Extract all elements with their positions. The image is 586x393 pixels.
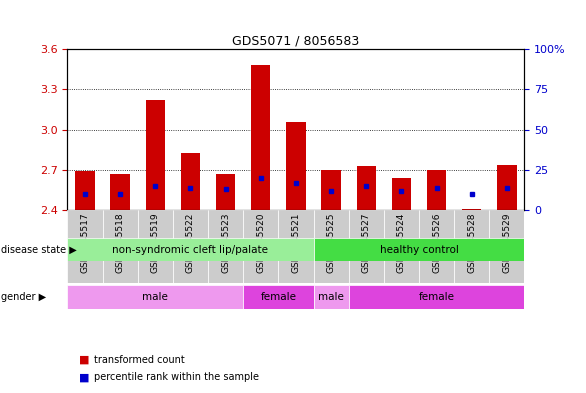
Bar [314, 210, 349, 283]
Text: percentile rank within the sample: percentile rank within the sample [94, 372, 259, 382]
Bar [462, 209, 482, 210]
Text: GSM1045521: GSM1045521 [291, 213, 301, 273]
Text: ■: ■ [79, 354, 90, 365]
Title: GDS5071 / 8056583: GDS5071 / 8056583 [232, 35, 360, 48]
Bar [67, 238, 314, 261]
Text: transformed count: transformed count [94, 354, 185, 365]
Text: male: male [142, 292, 168, 302]
Text: non-syndromic cleft lip/palate: non-syndromic cleft lip/palate [113, 244, 268, 255]
Text: gender ▶: gender ▶ [1, 292, 46, 302]
Bar [216, 174, 236, 210]
Text: GSM1045526: GSM1045526 [432, 213, 441, 273]
Bar [322, 170, 341, 210]
Text: female: female [418, 292, 455, 302]
Bar [384, 210, 419, 283]
Text: GSM1045527: GSM1045527 [362, 213, 371, 273]
Bar [67, 210, 103, 283]
Bar [103, 210, 138, 283]
Text: ■: ■ [79, 372, 90, 382]
Bar [251, 65, 271, 210]
Text: GSM1045520: GSM1045520 [256, 213, 265, 273]
Bar [173, 210, 208, 283]
Bar [391, 178, 411, 210]
Bar [67, 285, 243, 309]
Bar [138, 210, 173, 283]
Text: healthy control: healthy control [380, 244, 458, 255]
Bar [146, 100, 165, 210]
Text: GSM1045522: GSM1045522 [186, 213, 195, 273]
Bar [489, 210, 524, 283]
Bar [427, 170, 447, 210]
Text: GSM1045517: GSM1045517 [80, 213, 90, 273]
Bar [208, 210, 243, 283]
Text: GSM1045519: GSM1045519 [151, 213, 160, 273]
Bar [497, 165, 517, 210]
Bar [419, 210, 454, 283]
Text: GSM1045518: GSM1045518 [115, 213, 125, 273]
Text: GSM1045525: GSM1045525 [326, 213, 336, 273]
Bar [349, 210, 384, 283]
Text: male: male [318, 292, 344, 302]
Bar [454, 210, 489, 283]
Bar [243, 285, 314, 309]
Bar [110, 174, 130, 210]
Text: GSM1045523: GSM1045523 [221, 213, 230, 273]
Bar [314, 238, 524, 261]
Bar [356, 166, 376, 210]
Text: GSM1045524: GSM1045524 [397, 213, 406, 273]
Text: female: female [260, 292, 297, 302]
Bar [243, 210, 278, 283]
Text: GSM1045528: GSM1045528 [467, 213, 476, 273]
Bar [349, 285, 524, 309]
Bar [75, 171, 95, 210]
Bar [278, 210, 314, 283]
Bar [180, 152, 200, 210]
Text: disease state ▶: disease state ▶ [1, 244, 77, 255]
Bar [314, 285, 349, 309]
Bar [286, 122, 306, 210]
Text: GSM1045529: GSM1045529 [502, 213, 512, 273]
